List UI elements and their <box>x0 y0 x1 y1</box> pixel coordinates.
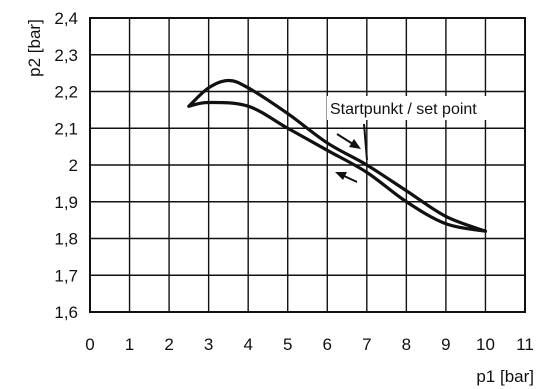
y-tick-label: 2,4 <box>54 9 78 28</box>
x-tick-label: 9 <box>441 335 450 354</box>
y-tick-label: 2 <box>69 156 78 175</box>
x-tick-label: 4 <box>243 335 252 354</box>
series-line-1 <box>187 100 488 233</box>
y-tick-label: 1,8 <box>54 230 78 249</box>
annotation: Startpunkt / set point <box>327 96 522 183</box>
series-line-0 <box>187 78 488 233</box>
y-tick-label: 1,9 <box>54 193 78 212</box>
x-tick-labels: 0 1 2 3 4 5 6 7 8 9 10 11 <box>85 335 534 354</box>
x-tick-label: 2 <box>164 335 173 354</box>
y-tick-labels: 1,6 1,7 1,8 1,9 2 2,1 2,2 2,3 2,4 <box>54 9 78 322</box>
curves <box>187 78 488 233</box>
grid <box>89 17 526 313</box>
y-tick-label: 2,2 <box>54 83 78 102</box>
x-tick-label: 5 <box>283 335 292 354</box>
x-tick-label: 11 <box>516 335 534 354</box>
y-tick-label: 1,6 <box>54 303 78 322</box>
x-tick-label: 8 <box>402 335 411 354</box>
annotation-leader-line <box>363 123 368 161</box>
x-tick-label: 6 <box>323 335 332 354</box>
x-axis-title: p1 [bar] <box>476 367 534 386</box>
arrow-down-head <box>349 139 361 149</box>
x-tick-label: 1 <box>125 335 134 354</box>
x-tick-label: 10 <box>476 335 495 354</box>
y-tick-label: 1,7 <box>54 266 78 285</box>
annotation-background <box>327 96 522 120</box>
y-tick-label: 2,1 <box>54 119 78 138</box>
plot-frame <box>89 17 526 313</box>
x-tick-label: 0 <box>85 335 94 354</box>
y-axis-title: p2 [bar] <box>25 19 44 77</box>
arrow-up-head <box>335 172 347 180</box>
annotation-text: Startpunkt / set point <box>330 101 477 118</box>
y-tick-label: 2,3 <box>54 46 78 65</box>
x-tick-label: 7 <box>362 335 371 354</box>
x-tick-label: 3 <box>204 335 213 354</box>
